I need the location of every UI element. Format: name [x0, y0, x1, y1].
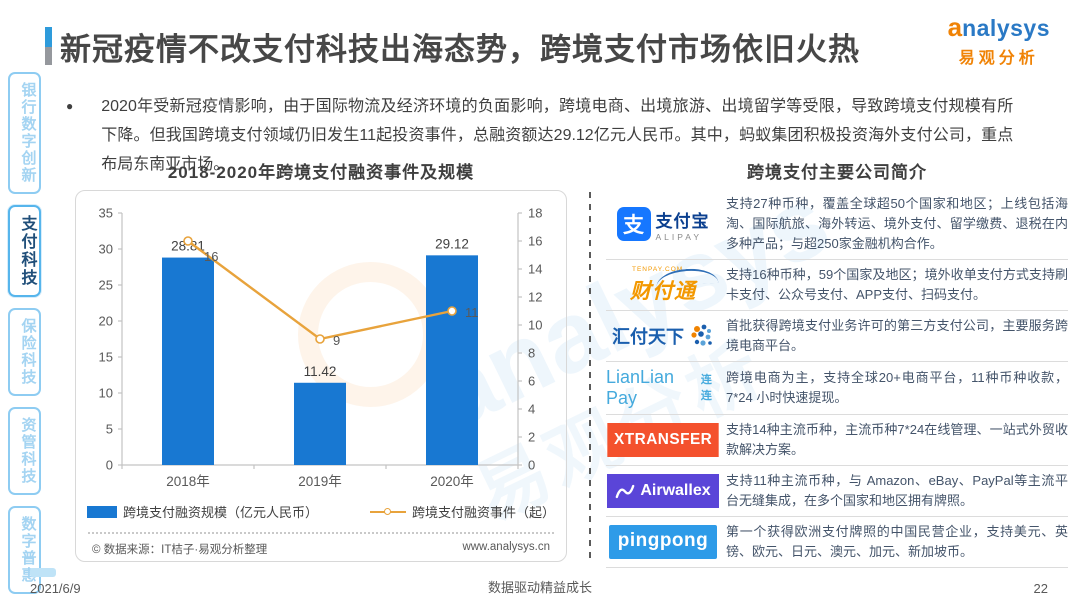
svg-text:18: 18	[528, 206, 542, 221]
huifu-wordmark: 汇付天下	[612, 327, 684, 347]
legend-line-label: 跨境支付融资事件（起）	[412, 505, 556, 520]
xtransfer-logo: XTRANSFER	[606, 423, 720, 457]
svg-text:15: 15	[99, 350, 113, 365]
chart-source-row: © 数据来源：IT桔子·易观分析整理 www.analysys.cn	[76, 534, 566, 557]
analysys-url[interactable]: www.analysys.cn	[462, 541, 550, 553]
sidebar-stub	[30, 568, 56, 577]
companies-panel: 跨境支付主要公司简介 支 支付宝 ALIPAY 支持27种币种，覆盖全球超50个…	[606, 158, 1068, 568]
analysys-logo: a nalysys 易观分析	[948, 12, 1050, 68]
svg-text:10: 10	[528, 318, 542, 333]
huifu-logo: 汇付天下	[606, 323, 720, 349]
svg-text:11: 11	[465, 305, 479, 320]
alipay-logo: 支 支付宝 ALIPAY	[606, 207, 720, 242]
pingpong-wordmark: pingpong	[608, 525, 718, 559]
company-desc: 首批获得跨境支付业务许可的第三方支付公司，主要服务跨境电商平台。	[726, 318, 1068, 353]
svg-text:5: 5	[106, 422, 113, 437]
svg-text:14: 14	[528, 262, 542, 277]
data-source-note: © 数据来源：IT桔子·易观分析整理	[92, 544, 268, 556]
brand-name-cn: 易观分析	[958, 50, 1039, 67]
svg-text:2020年: 2020年	[430, 474, 474, 489]
svg-text:25: 25	[99, 278, 113, 293]
svg-text:2018年: 2018年	[166, 474, 210, 489]
companies-title: 跨境支付主要公司简介	[747, 163, 927, 182]
tenpay-logo: TENPAY.COM 财付通	[606, 266, 720, 305]
company-row-pingpong: pingpong 第一个获得欧洲支付牌照的中国民营企业，支持美元、英镑、欧元、日…	[606, 517, 1068, 568]
lianlian-subtext: 连连	[700, 374, 712, 402]
company-row-huifu: 汇付天下 首批获得跨境支付业务许可的第三方支付公司，主要服务跨境电商平台。	[606, 311, 1068, 362]
svg-text:12: 12	[528, 290, 542, 305]
company-row-alipay: 支 支付宝 ALIPAY 支持27种币种，覆盖全球超50个国家和地区；上线包括海…	[606, 189, 1068, 260]
chart-dotted-divider	[88, 532, 554, 534]
pingpong-logo: pingpong	[606, 525, 720, 559]
brand-name: nalysys	[962, 15, 1050, 41]
svg-text:0: 0	[528, 458, 535, 473]
page-title: 新冠疫情不改支付科技出海态势，跨境支付市场依旧火热	[60, 32, 860, 67]
company-row-tenpay: TENPAY.COM 财付通 支持16种币种，59个国家及地区；境外收单支付方式…	[606, 260, 1068, 311]
airwallex-wordmark: Airwallex	[640, 482, 711, 499]
alipay-glyph-icon: 支	[616, 207, 651, 241]
legend-item-bar: 跨境支付融资规模（亿元人民币）	[86, 502, 318, 521]
company-row-lianlian: LianLian Pay 连连 跨境电商为主，支持全球20+电商平台，11种币种…	[606, 362, 1068, 415]
svg-text:16: 16	[204, 249, 218, 264]
company-desc: 支持27种币种，覆盖全球超50个国家和地区；上线包括海淘、国际航旅、海外转运、境…	[726, 196, 1068, 251]
company-row-xtransfer: XTRANSFER 支持14种主流币种，主流币种7*24在线管理、一站式外贸收款…	[606, 415, 1068, 466]
tenpay-wordmark: 财付通	[630, 279, 696, 303]
alipay-wordmark: 支付宝	[655, 211, 710, 231]
svg-text:0: 0	[106, 458, 113, 473]
title-accent-bar	[45, 27, 52, 65]
svg-text:2: 2	[528, 430, 535, 445]
svg-text:29.12: 29.12	[435, 236, 469, 251]
svg-text:28.81: 28.81	[171, 239, 205, 254]
chart-legend: 跨境支付融资规模（亿元人民币） 跨境支付融资事件（起）	[76, 502, 566, 521]
company-desc: 第一个获得欧洲支付牌照的中国民营企业，支持美元、英镑、欧元、日元、澳元、加元、新…	[726, 524, 1068, 559]
analysys-logo-swirl-icon: a	[947, 12, 963, 42]
legend-bar-label: 跨境支付融资规模（亿元人民币）	[122, 505, 318, 520]
line-swatch-icon	[370, 507, 406, 515]
svg-text:10: 10	[99, 386, 113, 401]
summary-text: 2020年受新冠疫情影响，由于国际物流及经济环境的负面影响，跨境电商、出境旅游、…	[101, 98, 1014, 173]
sidebar-item-payment-active[interactable]: 支付科技	[7, 205, 41, 297]
svg-text:2019年: 2019年	[298, 474, 342, 489]
sidebar-item-banking[interactable]: 银行数字创新	[7, 72, 41, 194]
alipay-subtext: ALIPAY	[655, 231, 703, 242]
company-desc: 支持11种主流币种，与 Amazon、eBay、PayPal等主流平台无缝集成，…	[726, 473, 1068, 508]
svg-text:9: 9	[333, 333, 340, 348]
vertical-dashed-divider	[589, 192, 591, 562]
airwallex-logo: Airwallex	[606, 474, 720, 508]
bullet-icon: ●	[66, 99, 74, 113]
huifu-pinwheel-icon	[691, 324, 712, 346]
svg-text:30: 30	[99, 242, 113, 257]
svg-text:20: 20	[99, 314, 113, 329]
section-sidebar: 银行数字创新 支付科技 保险科技 资管科技 数字普惠	[5, 72, 43, 594]
xtransfer-wordmark: XTRANSFER	[607, 423, 719, 457]
lianlian-logo: LianLian Pay 连连	[606, 367, 720, 409]
svg-text:6: 6	[528, 374, 535, 389]
combo-chart: 0 5 10 15 20 25 30 35 0 2 4 6 8 10 12 14 16 18 2018年 2019年 2…	[99, 206, 543, 490]
company-desc: 支持14种主流币种，主流币种7*24在线管理、一站式外贸收款解决方案。	[726, 422, 1068, 457]
tenpay-subtext: TENPAY.COM	[632, 265, 684, 273]
lianlian-wordmark: LianLian Pay	[606, 367, 675, 408]
airwallex-mark-icon	[615, 484, 635, 498]
chart-title: 2018-2020年跨境支付融资事件及规模	[167, 163, 475, 182]
svg-text:8: 8	[528, 346, 535, 361]
legend-item-line: 跨境支付融资事件（起）	[370, 502, 555, 521]
sidebar-item-asset-mgmt[interactable]: 资管科技	[7, 407, 41, 495]
footer-date: 2021/6/9	[30, 581, 81, 596]
company-desc: 跨境电商为主，支持全球20+电商平台，11种币种收款，7*24 小时快速提现。	[726, 370, 1068, 405]
sidebar-item-insurance[interactable]: 保险科技	[7, 308, 41, 396]
page-number: 22	[1033, 581, 1048, 596]
svg-text:35: 35	[99, 206, 113, 221]
chart-card: 0 5 10 15 20 25 30 35 0 2 4 6 8 10 12 14 16 18 2018年 2019年 2…	[75, 190, 567, 562]
footer-slogan: 数据驱动精益成长	[487, 580, 592, 595]
svg-text:11.42: 11.42	[304, 364, 337, 379]
company-desc: 支持16种币种，59个国家及地区；境外收单支付方式支持刷卡支付、公众号支付、AP…	[726, 267, 1068, 302]
svg-text:16: 16	[528, 234, 542, 249]
company-row-airwallex: Airwallex 支持11种主流币种，与 Amazon、eBay、PayPal…	[606, 466, 1068, 517]
bar-swatch-icon	[86, 505, 117, 518]
summary-block: ● 2020年受新冠疫情影响，由于国际物流及经济环境的负面影响，跨境电商、出境旅…	[66, 92, 1026, 179]
svg-text:4: 4	[528, 402, 535, 417]
sidebar-item-digital-inclusion[interactable]: 数字普惠	[7, 506, 41, 594]
